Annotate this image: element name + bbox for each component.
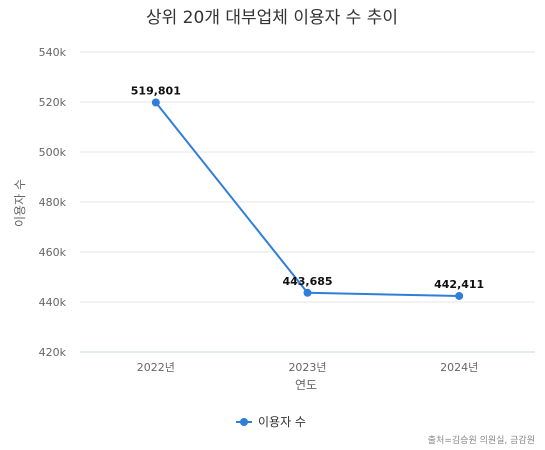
data-points[interactable]	[151, 98, 464, 300]
x-tick-label: 2022년	[137, 361, 175, 374]
x-tick-label: 2023년	[288, 361, 326, 374]
y-tick-label: 540k	[39, 46, 67, 59]
y-axis-title: 이용자 수	[13, 179, 27, 227]
series-line	[155, 101, 460, 297]
data-labels: 519,801 443,685 442,411	[131, 84, 484, 290]
chart-title: 상위 20개 대부업체 이용자 수 추이	[146, 8, 398, 28]
legend-marker-icon	[240, 418, 248, 426]
y-tick-label: 460k	[39, 246, 67, 259]
y-axis-ticks: 420k 440k 460k 480k 500k 520k 540k	[39, 46, 67, 359]
y-tick-label: 500k	[39, 146, 67, 159]
data-label: 442,411	[434, 278, 484, 291]
data-label: 519,801	[131, 84, 181, 97]
legend[interactable]: 이용자 수	[236, 415, 306, 429]
y-tick-label: 440k	[39, 296, 67, 309]
data-label: 443,685	[282, 275, 332, 288]
series-lines	[155, 101, 460, 297]
y-tick-label: 480k	[39, 196, 67, 209]
data-point[interactable]	[455, 291, 464, 300]
legend-label[interactable]: 이용자 수	[258, 415, 306, 429]
data-point[interactable]	[151, 98, 160, 107]
x-axis-ticks: 2022년 2023년 2024년	[137, 361, 478, 374]
y-tick-label: 520k	[39, 96, 67, 109]
source-note: 출처=김승원 의원실, 금감원	[428, 434, 535, 446]
y-tick-label: 420k	[39, 346, 67, 359]
x-tick-label: 2024년	[440, 361, 478, 374]
data-point[interactable]	[303, 288, 312, 297]
x-axis-title: 연도	[295, 378, 317, 392]
